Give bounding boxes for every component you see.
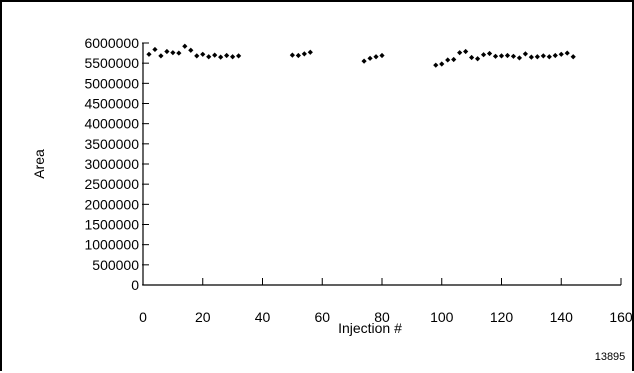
- y-tick-label: 1000000: [84, 237, 139, 253]
- data-point: [361, 58, 367, 64]
- data-point: [176, 50, 182, 56]
- x-tick-label: 160: [609, 309, 633, 325]
- data-point: [492, 53, 499, 59]
- x-tick-label: 100: [430, 309, 454, 325]
- data-point: [206, 54, 212, 60]
- data-point: [475, 56, 481, 62]
- data-point: [301, 51, 307, 57]
- data-point: [158, 53, 164, 59]
- data-point: [236, 53, 242, 59]
- y-tick-label: 4500000: [84, 96, 139, 112]
- data-point: [379, 52, 385, 59]
- data-point: [445, 57, 451, 63]
- y-tick-label: 4000000: [84, 116, 139, 132]
- data-point: [510, 53, 517, 59]
- data-point: [218, 54, 224, 60]
- data-point: [522, 51, 528, 57]
- data-point: [504, 52, 511, 59]
- data-point: [188, 47, 194, 53]
- y-tick-label: 2000000: [84, 196, 139, 212]
- y-tick-label: 5500000: [84, 55, 139, 71]
- data-point: [230, 54, 236, 60]
- data-point: [289, 52, 295, 58]
- data-point: [170, 50, 176, 56]
- data-point: [564, 50, 570, 56]
- data-point: [540, 53, 546, 59]
- data-point: [307, 49, 313, 55]
- data-point: [439, 61, 445, 67]
- data-point: [528, 54, 534, 60]
- data-point: [200, 51, 206, 57]
- data-point: [146, 51, 152, 57]
- data-point: [212, 52, 218, 58]
- figure-number-annotation: 13895: [595, 351, 626, 363]
- data-point: [295, 52, 301, 59]
- data-point: [463, 48, 469, 55]
- y-tick-label: 3500000: [84, 136, 139, 152]
- data-point: [164, 48, 170, 55]
- data-point: [182, 43, 188, 49]
- y-tick-label: 0: [131, 277, 139, 293]
- data-point: [469, 54, 475, 61]
- x-axis-ticks: 0 20 40 60 80 100 120 140 160: [139, 278, 633, 325]
- y-tick-label: 6000000: [84, 35, 139, 51]
- x-tick-label: 140: [550, 309, 574, 325]
- x-tick-label: 60: [314, 309, 330, 325]
- x-tick-label: 80: [374, 309, 390, 325]
- y-tick-label: 3000000: [84, 156, 139, 172]
- data-point: [451, 56, 457, 63]
- data-point: [433, 62, 439, 68]
- data-point: [224, 52, 230, 59]
- data-point: [194, 53, 200, 59]
- y-axis-ticks: 0 500000 1000000 1500000 2000000 2500000 30000…: [84, 35, 149, 293]
- x-tick-label: 0: [139, 309, 147, 325]
- data-point: [480, 52, 487, 58]
- data-point: [457, 50, 463, 56]
- data-point: [552, 52, 558, 59]
- data-point: [516, 55, 523, 61]
- data-point: [498, 53, 505, 59]
- data-points: [146, 43, 576, 68]
- y-tick-label: 2500000: [84, 176, 139, 192]
- x-axis-label: Injection #: [338, 320, 402, 336]
- data-point: [152, 46, 158, 53]
- data-point: [373, 54, 379, 60]
- x-tick-label: 40: [255, 309, 271, 325]
- x-tick-label: 20: [195, 309, 211, 325]
- y-tick-label: 1500000: [84, 217, 139, 233]
- data-point: [558, 51, 564, 57]
- data-point: [534, 54, 540, 60]
- y-axis-label: Area: [31, 149, 47, 179]
- y-tick-label: 500000: [92, 257, 139, 273]
- data-point: [546, 54, 552, 60]
- data-point: [486, 50, 493, 57]
- data-point: [367, 55, 373, 61]
- x-tick-label: 120: [490, 309, 514, 325]
- y-tick-label: 5000000: [84, 75, 139, 91]
- data-point: [570, 54, 576, 60]
